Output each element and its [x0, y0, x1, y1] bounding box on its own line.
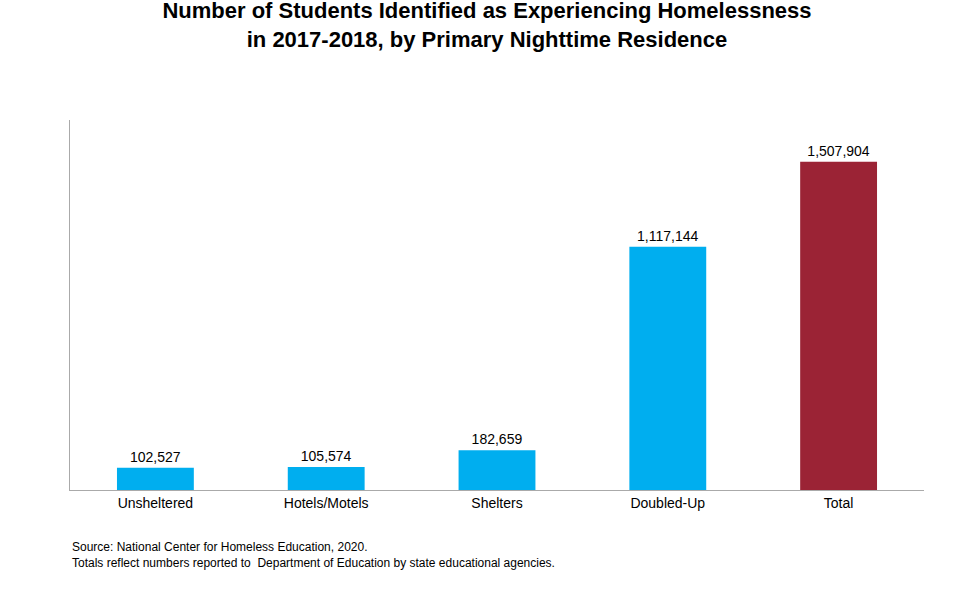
svg-text:Source: National Center for Ho: Source: National Center for Homeless Edu…	[72, 540, 555, 570]
svg-text:Hotels/Motels: Hotels/Motels	[284, 495, 369, 511]
svg-text:102,527: 102,527	[130, 449, 181, 465]
svg-text:Total: Total	[824, 495, 854, 511]
svg-text:1,117,144: 1,117,144	[637, 228, 698, 244]
svg-text:Number of Students Identified: Number of Students Identified as Experie…	[162, 0, 811, 52]
svg-text:Unsheltered: Unsheltered	[118, 495, 194, 511]
svg-text:Doubled-Up: Doubled-Up	[630, 495, 705, 511]
svg-text:182,659: 182,659	[472, 431, 523, 447]
svg-text:105,574: 105,574	[301, 448, 352, 464]
svg-text:1,507,904: 1,507,904	[807, 143, 869, 159]
svg-text:Shelters: Shelters	[471, 495, 522, 511]
